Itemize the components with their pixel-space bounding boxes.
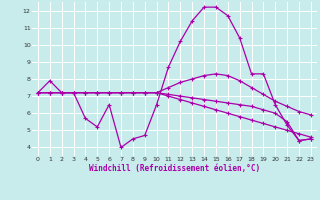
- X-axis label: Windchill (Refroidissement éolien,°C): Windchill (Refroidissement éolien,°C): [89, 164, 260, 173]
